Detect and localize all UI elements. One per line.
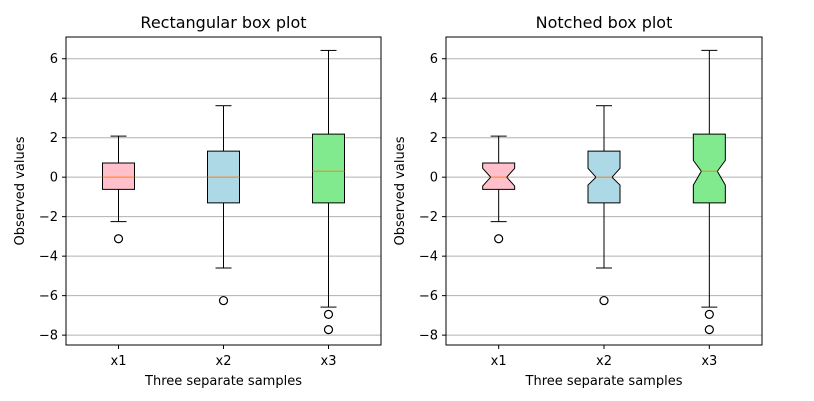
y-tick-label: −6	[419, 289, 438, 304]
x-axis-label: Three separate samples	[525, 374, 683, 389]
flier-point	[218, 295, 229, 306]
box-body	[692, 133, 726, 204]
x-tick-label: x1	[491, 354, 507, 369]
y-tick-label: 6	[430, 52, 438, 67]
flier-point	[323, 325, 334, 335]
box-x2	[207, 105, 240, 306]
y-tick-label: 0	[50, 171, 58, 186]
y-tick-label: −8	[39, 329, 58, 344]
flier-point	[599, 295, 609, 306]
box-x1	[102, 135, 135, 244]
box-body	[312, 133, 345, 204]
box-body	[102, 162, 135, 190]
y-tick-label: −2	[419, 210, 438, 225]
y-tick-label: −8	[419, 329, 438, 344]
y-tick-label: −6	[39, 289, 58, 304]
y-tick-label: −4	[419, 250, 438, 265]
x-tick-label: x3	[701, 354, 717, 369]
flier-point	[323, 309, 334, 319]
y-tick-label: 2	[50, 131, 58, 146]
y-tick-label: 6	[50, 52, 58, 67]
x-axis-label: Three separate samples	[144, 374, 302, 389]
x-tick-label: x3	[321, 354, 337, 369]
flier-point	[113, 234, 124, 244]
y-tick-label: 4	[430, 92, 438, 107]
flier-point	[704, 325, 714, 335]
x-tick-label: x2	[596, 354, 612, 369]
chart-panel-1: 6 4 2 0 −2 −4 −6 −8 x1 x2 x3 Rectangular box plot Th…	[13, 13, 382, 389]
chart-title: Rectangular box plot	[140, 13, 306, 32]
y-tick-label: −2	[39, 210, 58, 225]
y-tick-label: 2	[430, 131, 438, 146]
y-tick-label: −4	[39, 250, 58, 265]
box-x3	[312, 49, 345, 335]
y-axis-label: Observed values	[393, 136, 408, 245]
flier-point	[494, 234, 504, 244]
box-body	[482, 162, 516, 190]
chart-panel-2: 6 4 2 0 −2 −4 −6 −8 x1 x2 x3 Notched box plot Three …	[393, 13, 763, 389]
box-x3	[692, 49, 726, 335]
y-tick-label: 4	[50, 92, 58, 107]
box-x1	[482, 135, 516, 244]
box-x2	[587, 105, 621, 306]
y-axis-label: Observed values	[13, 136, 28, 245]
x-tick-label: x1	[111, 354, 127, 369]
flier-point	[704, 309, 714, 319]
y-tick-label: 0	[430, 171, 438, 186]
x-tick-label: x2	[216, 354, 232, 369]
chart-title: Notched box plot	[536, 13, 673, 32]
